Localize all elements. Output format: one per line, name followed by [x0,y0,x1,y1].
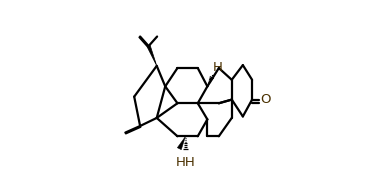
Text: HH: HH [175,156,195,169]
Polygon shape [177,136,186,150]
Text: O: O [261,93,271,106]
Text: H: H [213,61,223,74]
Polygon shape [147,45,157,66]
